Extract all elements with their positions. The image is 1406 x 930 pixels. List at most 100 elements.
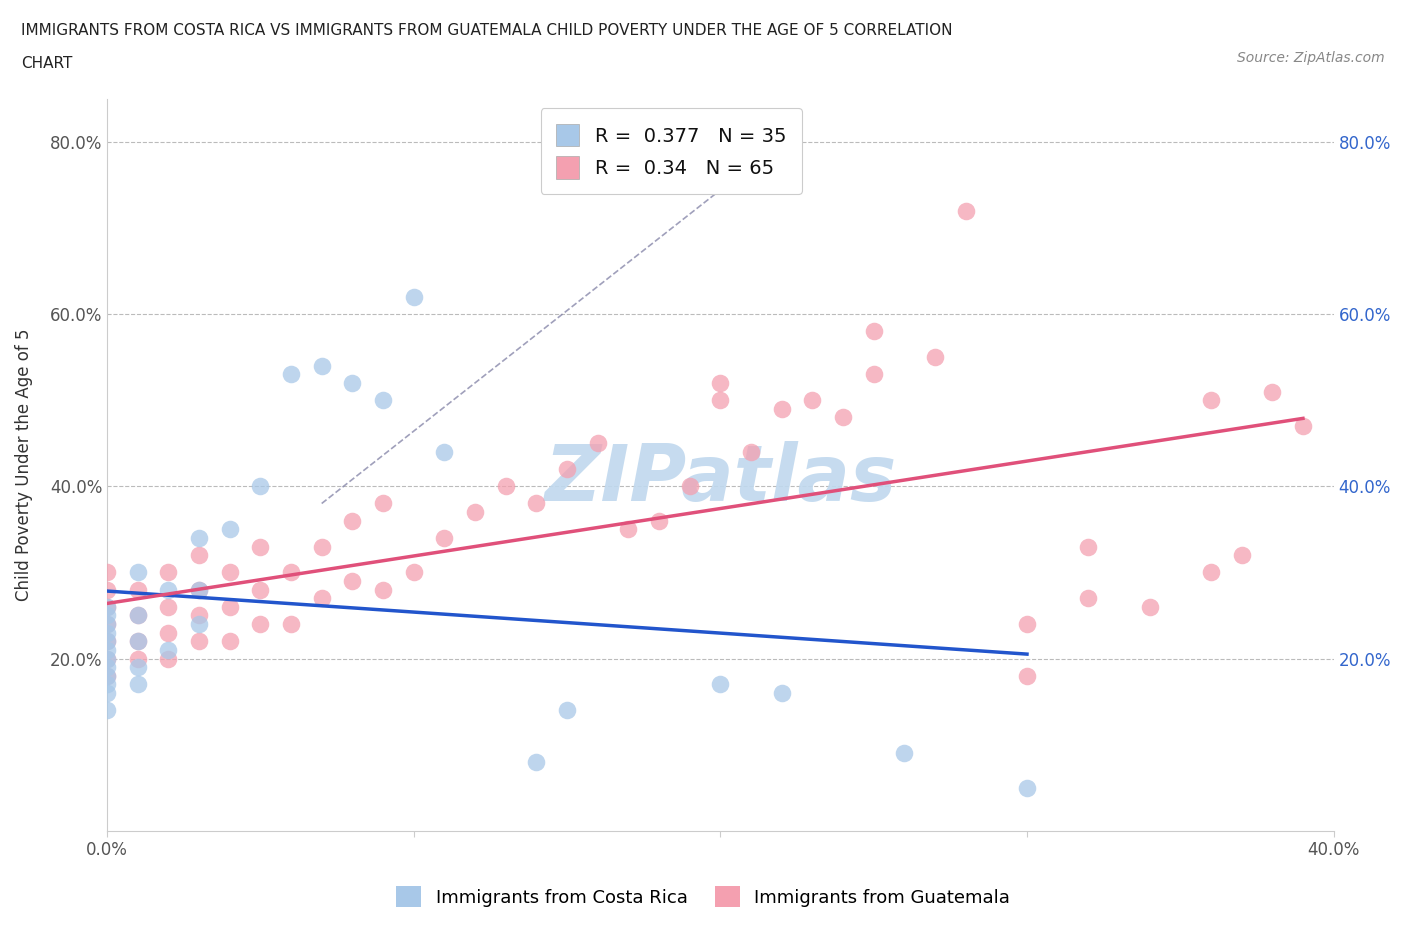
Point [127,659,149,674]
Legend: R =  0.377   N = 35, R =  0.34   N = 65: R = 0.377 N = 35, R = 0.34 N = 65 [540,109,801,194]
Point [924,350,946,365]
Point [770,685,793,700]
Point [709,677,731,692]
Point [1139,600,1161,615]
Y-axis label: Child Poverty Under the Age of 5: Child Poverty Under the Age of 5 [15,328,32,601]
Point [96,703,118,718]
Point [555,703,578,718]
Point [280,565,302,579]
Point [893,746,915,761]
Point [862,366,884,381]
Point [801,392,824,407]
Point [464,505,486,520]
Text: CHART: CHART [21,56,73,71]
Point [157,643,180,658]
Point [955,204,977,219]
Point [1230,548,1253,563]
Point [249,582,271,597]
Point [280,366,302,381]
Point [555,461,578,476]
Point [524,754,547,769]
Point [127,565,149,579]
Point [679,479,702,494]
Point [1292,418,1315,433]
Point [188,634,211,649]
Point [1015,669,1038,684]
Point [1077,591,1099,605]
Point [311,591,333,605]
Point [1261,384,1284,399]
Point [188,530,211,545]
Point [96,565,118,579]
Point [402,289,425,304]
Point [249,539,271,554]
Point [311,358,333,373]
Point [311,539,333,554]
Point [402,565,425,579]
Point [127,608,149,623]
Point [157,565,180,579]
Point [188,608,211,623]
Point [127,651,149,666]
Point [832,410,855,425]
Point [617,522,640,537]
Point [709,392,731,407]
Point [127,582,149,597]
Point [127,608,149,623]
Point [218,634,240,649]
Point [524,496,547,511]
Point [280,617,302,631]
Point [157,600,180,615]
Point [127,634,149,649]
Point [371,496,394,511]
Point [648,513,671,528]
Point [96,600,118,615]
Point [433,445,456,459]
Point [127,677,149,692]
Point [96,582,118,597]
Legend: Immigrants from Costa Rica, Immigrants from Guatemala: Immigrants from Costa Rica, Immigrants f… [387,877,1019,916]
Point [96,617,118,631]
Point [342,376,364,391]
Text: IMMIGRANTS FROM COSTA RICA VS IMMIGRANTS FROM GUATEMALA CHILD POVERTY UNDER THE : IMMIGRANTS FROM COSTA RICA VS IMMIGRANTS… [21,23,953,38]
Point [1015,780,1038,795]
Point [157,625,180,640]
Point [495,479,517,494]
Point [218,600,240,615]
Point [770,402,793,417]
Point [96,617,118,631]
Point [342,513,364,528]
Point [96,651,118,666]
Point [249,479,271,494]
Point [188,582,211,597]
Point [96,643,118,658]
Point [188,617,211,631]
Point [96,669,118,684]
Point [1015,617,1038,631]
Point [371,392,394,407]
Text: Source: ZipAtlas.com: Source: ZipAtlas.com [1237,51,1385,65]
Point [342,574,364,589]
Point [96,677,118,692]
Point [433,530,456,545]
Point [188,548,211,563]
Text: ZIPatlas: ZIPatlas [544,442,897,517]
Point [96,608,118,623]
Point [127,634,149,649]
Point [96,651,118,666]
Point [1077,539,1099,554]
Point [709,376,731,391]
Point [96,634,118,649]
Point [157,651,180,666]
Point [157,582,180,597]
Point [96,685,118,700]
Point [862,324,884,339]
Point [371,582,394,597]
Point [218,522,240,537]
Point [1199,392,1222,407]
Point [96,634,118,649]
Point [586,436,609,451]
Point [188,582,211,597]
Point [1199,565,1222,579]
Point [740,445,762,459]
